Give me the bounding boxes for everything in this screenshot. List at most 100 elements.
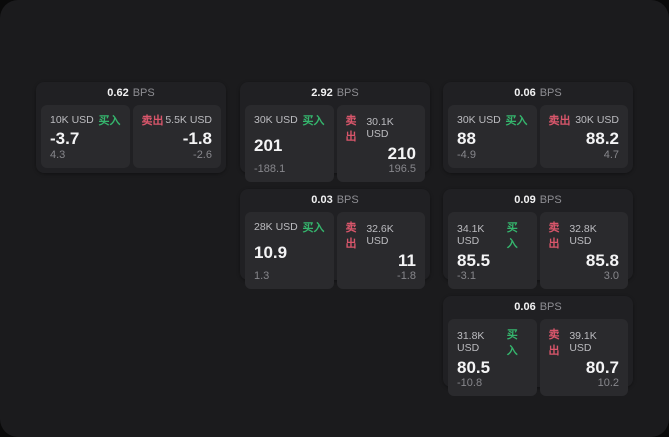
sell-tile-top: 卖出 30.1K USD	[346, 112, 417, 144]
sell-price: 88.2	[585, 129, 619, 148]
sell-side-label: 卖出	[548, 115, 571, 127]
buy-tile[interactable]: 28K USD 买入 10.9 1.3	[245, 212, 334, 289]
sell-tile[interactable]: 卖出 30.1K USD 210 196.5	[336, 105, 425, 182]
bps-value: 0.09	[514, 194, 536, 206]
buy-amount: 10K USD	[50, 114, 94, 126]
sell-change: 4.7	[603, 149, 619, 161]
sell-change: 10.2	[597, 377, 619, 389]
buy-amount: 30K USD	[457, 114, 501, 126]
sell-side-label: 卖出	[345, 115, 357, 143]
bps-value: 0.06	[514, 301, 536, 313]
sell-tile[interactable]: 卖出 39.1K USD 80.7 10.2	[539, 319, 628, 396]
card-body: 31.8K USD 买入 80.5 -10.8 卖出 39.1K USD 80.…	[443, 319, 633, 401]
card-header: 0.09 BPS	[443, 189, 633, 212]
bps-value: 0.62	[107, 87, 129, 99]
sell-amount: 30K USD	[575, 114, 619, 126]
buy-side-label: 买入	[505, 115, 528, 127]
sell-change: 3.0	[603, 270, 619, 282]
sell-side-label: 卖出	[345, 222, 357, 250]
buy-change: -3.1	[457, 270, 476, 282]
buy-change: -10.8	[457, 377, 483, 389]
quote-card: 0.06 BPS 30K USD 买入 88 -4.9 卖出 30K USD	[443, 82, 633, 173]
buy-tile-top: 10K USD 买入	[50, 112, 121, 128]
sell-side-label: 卖出	[548, 222, 560, 250]
buy-amount: 34.1K USD	[457, 223, 485, 247]
buy-tile[interactable]: 10K USD 买入 -3.7 4.3	[41, 105, 130, 168]
bps-unit-label: BPS	[336, 194, 359, 206]
card-header: 0.06 BPS	[443, 82, 633, 105]
buy-price: 201	[254, 136, 283, 155]
sell-amount: 30.1K USD	[366, 116, 394, 140]
buy-side-label: 买入	[302, 115, 325, 127]
buy-tile-top: 30K USD 买入	[254, 112, 325, 128]
buy-amount: 30K USD	[254, 114, 298, 126]
buy-change: -4.9	[457, 149, 476, 161]
buy-side-label: 买入	[98, 115, 121, 127]
card-body: 30K USD 买入 88 -4.9 卖出 30K USD 88.2 4.7	[443, 105, 633, 173]
buy-price: -3.7	[50, 129, 80, 148]
card-header: 0.06 BPS	[443, 296, 633, 319]
buy-price: 10.9	[254, 243, 288, 262]
sell-side-label: 卖出	[141, 115, 164, 127]
sell-change: -1.8	[397, 270, 416, 282]
buy-tile[interactable]: 34.1K USD 买入 85.5 -3.1	[448, 212, 537, 289]
card-header: 0.62 BPS	[36, 82, 226, 105]
buy-amount: 28K USD	[254, 221, 298, 233]
sell-tile-top: 卖出 32.8K USD	[549, 219, 620, 251]
sell-tile[interactable]: 卖出 5.5K USD -1.8 -2.6	[132, 105, 221, 168]
buy-change: 4.3	[50, 149, 66, 161]
buy-price: 85.5	[457, 251, 491, 270]
sell-price: 210	[387, 144, 416, 163]
card-header: 0.03 BPS	[240, 189, 430, 212]
buy-tile[interactable]: 30K USD 买入 88 -4.9	[448, 105, 537, 168]
sell-tile[interactable]: 卖出 32.6K USD 11 -1.8	[336, 212, 425, 289]
bps-value: 0.03	[311, 194, 333, 206]
sell-change: 196.5	[388, 163, 416, 175]
bps-unit-label: BPS	[539, 301, 562, 313]
buy-tile-top: 28K USD 买入	[254, 219, 325, 235]
buy-tile[interactable]: 30K USD 买入 201 -188.1	[245, 105, 334, 182]
sell-amount: 32.8K USD	[569, 223, 597, 247]
sell-amount: 32.6K USD	[366, 223, 394, 247]
bps-unit-label: BPS	[336, 87, 359, 99]
card-body: 30K USD 买入 201 -188.1 卖出 30.1K USD 210 1…	[240, 105, 430, 187]
card-body: 34.1K USD 买入 85.5 -3.1 卖出 32.8K USD 85.8…	[443, 212, 633, 294]
buy-side-label: 买入	[506, 222, 518, 250]
bps-unit-label: BPS	[132, 87, 155, 99]
buy-tile-top: 34.1K USD 买入	[457, 219, 528, 251]
quote-card: 2.92 BPS 30K USD 买入 201 -188.1 卖出 30.1K …	[240, 82, 430, 182]
sell-amount: 39.1K USD	[569, 330, 597, 354]
buy-price: 80.5	[457, 358, 491, 377]
sell-tile-top: 卖出 30K USD	[549, 112, 620, 128]
sell-amount: 5.5K USD	[165, 114, 212, 126]
buy-side-label: 买入	[506, 329, 518, 357]
sell-tile-top: 卖出 5.5K USD	[142, 112, 213, 128]
sell-price: 85.8	[585, 251, 619, 270]
bps-unit-label: BPS	[539, 87, 562, 99]
card-header: 2.92 BPS	[240, 82, 430, 105]
bps-unit-label: BPS	[539, 194, 562, 206]
buy-amount: 31.8K USD	[457, 330, 485, 354]
quote-card: 0.03 BPS 28K USD 买入 10.9 1.3 卖出 32.6K US…	[240, 189, 430, 289]
card-body: 10K USD 买入 -3.7 4.3 卖出 5.5K USD -1.8 -2.…	[36, 105, 226, 173]
quote-card: 0.09 BPS 34.1K USD 买入 85.5 -3.1 卖出 32.8K…	[443, 189, 633, 289]
buy-tile[interactable]: 31.8K USD 买入 80.5 -10.8	[448, 319, 537, 396]
sell-change: -2.6	[193, 149, 212, 161]
buy-side-label: 买入	[302, 222, 325, 234]
sell-tile-top: 卖出 39.1K USD	[549, 326, 620, 358]
buy-change: -188.1	[254, 163, 286, 175]
sell-side-label: 卖出	[548, 329, 560, 357]
bps-value: 0.06	[514, 87, 536, 99]
buy-change: 1.3	[254, 270, 270, 282]
buy-tile-top: 30K USD 买入	[457, 112, 528, 128]
buy-price: 88	[457, 129, 476, 148]
buy-tile-top: 31.8K USD 买入	[457, 326, 528, 358]
sell-tile-top: 卖出 32.6K USD	[346, 219, 417, 251]
sell-price: 80.7	[585, 358, 619, 377]
sell-tile[interactable]: 卖出 32.8K USD 85.8 3.0	[539, 212, 628, 289]
card-body: 28K USD 买入 10.9 1.3 卖出 32.6K USD 11 -1.8	[240, 212, 430, 294]
sell-tile[interactable]: 卖出 30K USD 88.2 4.7	[539, 105, 628, 168]
quote-card: 0.06 BPS 31.8K USD 买入 80.5 -10.8 卖出 39.1…	[443, 296, 633, 396]
bps-value: 2.92	[311, 87, 333, 99]
